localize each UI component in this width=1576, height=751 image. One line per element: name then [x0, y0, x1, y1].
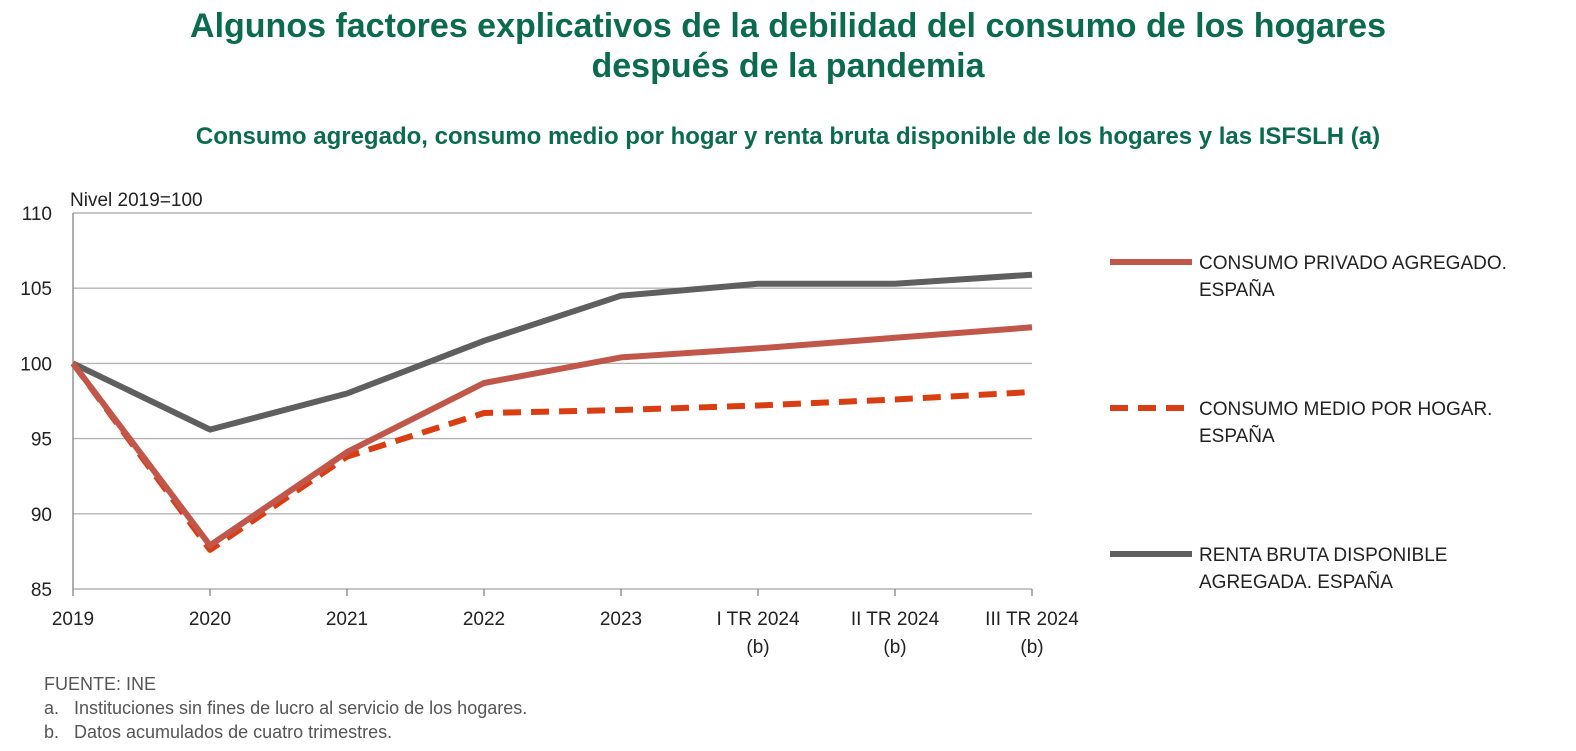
x-tick-label-3-0: 2022 — [463, 609, 505, 630]
chart-title-line-2: después de la pandemia — [591, 47, 985, 85]
chart-notes: FUENTE: INE a. Instituciones sin fines de… — [44, 672, 527, 744]
x-tick-label-5-1: (b) — [746, 637, 769, 658]
legend-label-0-1: ESPAÑA — [1199, 279, 1275, 301]
footnote-b-letter: b. — [44, 722, 60, 742]
footnote-a-letter: a. — [44, 698, 60, 718]
legend-label-1-0: CONSUMO MEDIO POR HOGAR. — [1199, 399, 1492, 420]
y-tick-label-105: 105 — [20, 279, 52, 300]
chart-title-line-1: Algunos factores explicativos de la debi… — [190, 7, 1386, 45]
x-tick-label-2-0: 2021 — [326, 609, 368, 630]
x-tick-label-0-0: 2019 — [52, 609, 94, 630]
legend-label-2-1: AGREGADA. ESPAÑA — [1199, 571, 1393, 593]
x-tick-label-4-0: 2023 — [600, 609, 642, 630]
y-tick-label-85: 85 — [31, 580, 52, 601]
x-tick-label-7-1: (b) — [1020, 637, 1043, 658]
chart-subtitle: Consumo agregado, consumo medio por hoga… — [195, 123, 1381, 150]
legend-label-1-1: ESPAÑA — [1199, 425, 1275, 447]
chart-title: Algunos factores explicativos de la debi… — [0, 6, 1576, 86]
x-tick-label-6-1: (b) — [883, 637, 906, 658]
line-chart: 85 90 95 100 105 110 2019 2020 2021 2022 2023 I TR … — [20, 190, 1507, 658]
x-tick-label-7-0: III TR 2024 — [985, 609, 1079, 630]
source-note: FUENTE: INE — [44, 674, 157, 694]
legend-label-0-0: CONSUMO PRIVADO AGREGADO. — [1199, 253, 1507, 274]
series-line-2 — [71, 271, 1033, 433]
y-tick-label-110: 110 — [22, 204, 52, 225]
x-tick-label-5-0: I TR 2024 — [716, 609, 800, 630]
footnote-b: b. Datos acumulados de cuatro trimestres. — [44, 720, 527, 744]
y-tick-label-90: 90 — [31, 505, 52, 526]
series-line-1 — [70, 361, 1033, 553]
footnote-a-text: Instituciones sin fines de lucro al serv… — [74, 698, 528, 718]
y-tick-label-100: 100 — [20, 354, 52, 375]
legend-label-2-0: RENTA BRUTA DISPONIBLE — [1199, 545, 1447, 566]
series-line-0 — [70, 324, 1033, 549]
y-tick-label-95: 95 — [31, 430, 52, 451]
unit-label: Nivel 2019=100 — [70, 190, 203, 211]
footnote-b-text: Datos acumulados de cuatro trimestres. — [74, 722, 393, 742]
x-tick-label-1-0: 2020 — [189, 609, 231, 630]
x-tick-label-6-0: II TR 2024 — [851, 609, 940, 630]
footnote-a: a. Instituciones sin fines de lucro al se… — [44, 696, 527, 720]
